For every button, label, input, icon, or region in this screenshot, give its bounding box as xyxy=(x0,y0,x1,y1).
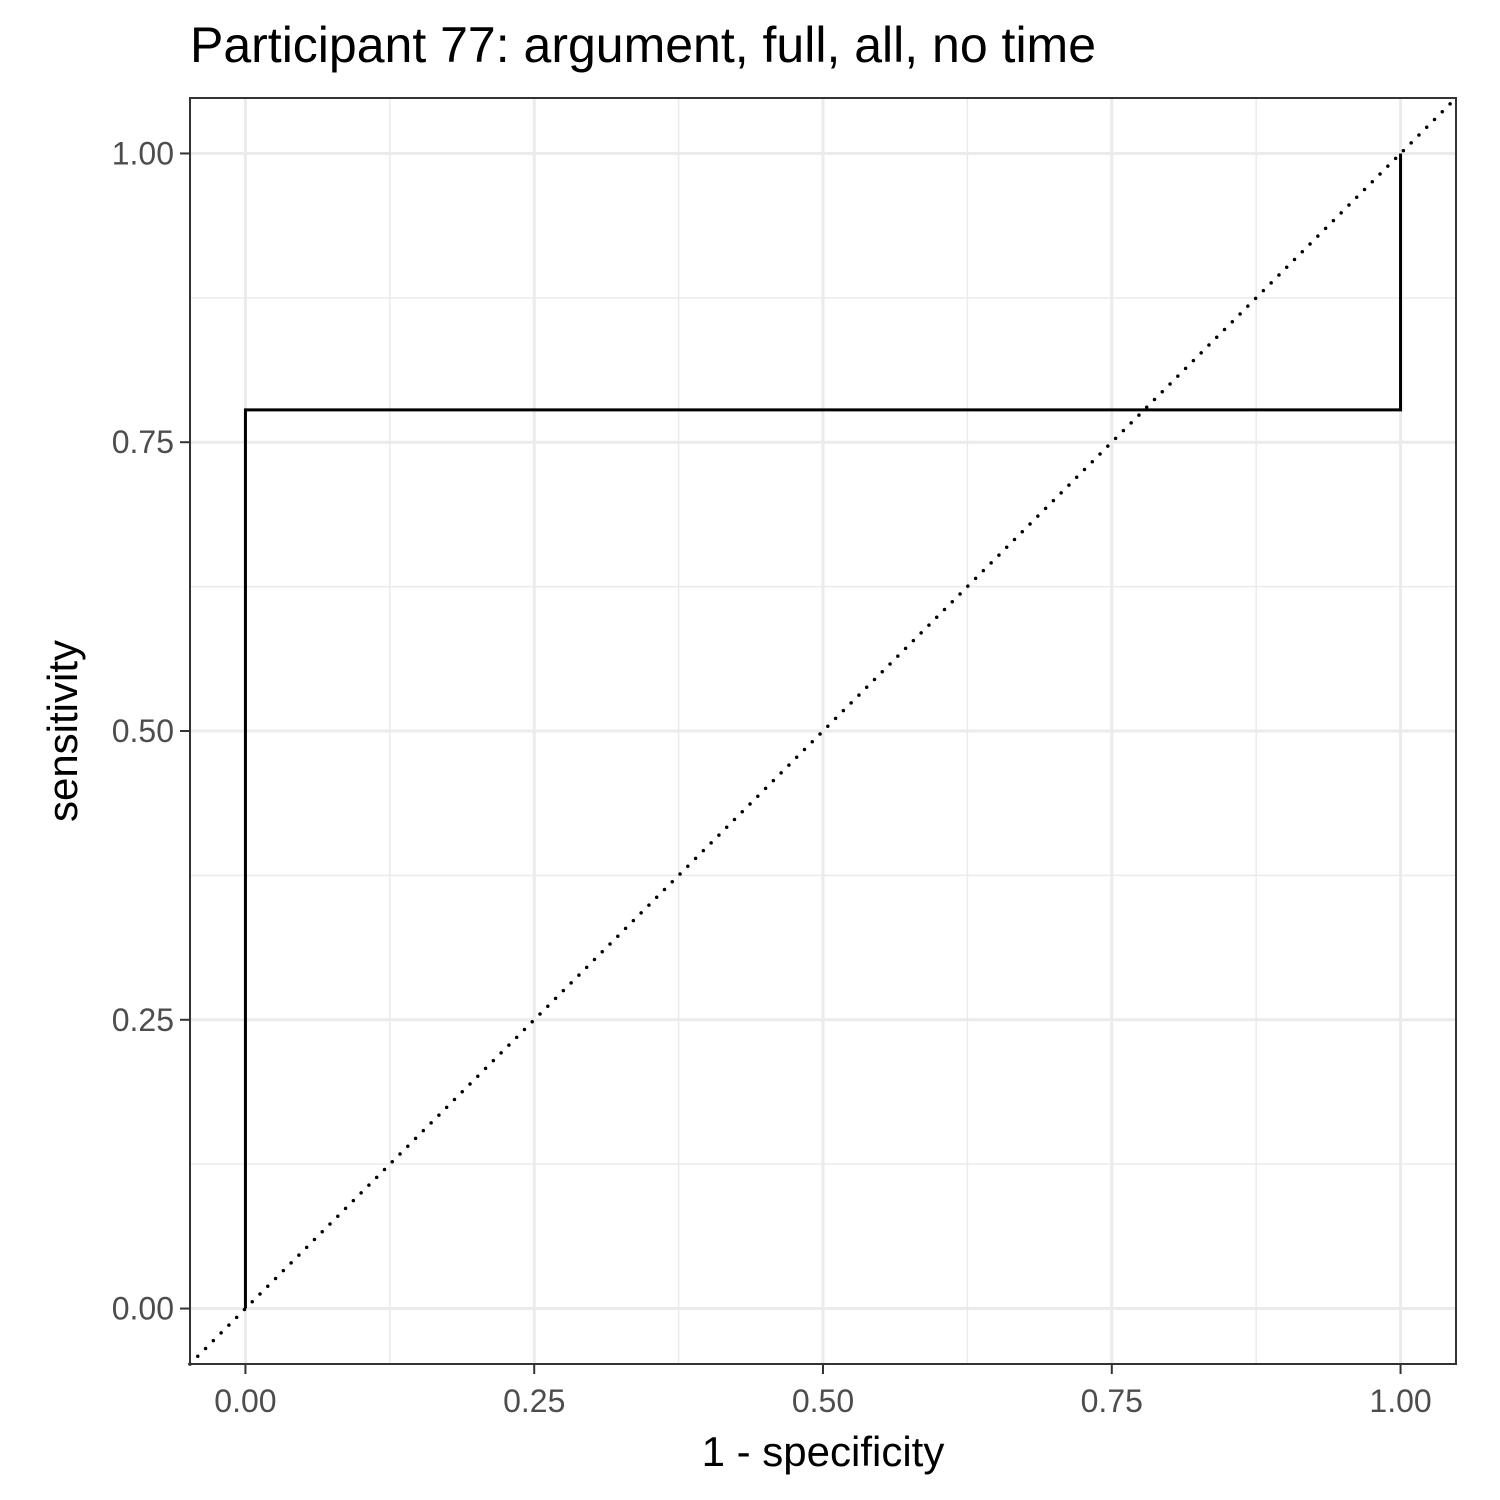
x-axis: 0.00 0.25 0.50 0.75 1.00 xyxy=(214,1364,1432,1419)
series-layer xyxy=(188,96,1458,1366)
x-tick-label: 0.75 xyxy=(1081,1383,1143,1419)
x-tick-label: 0.00 xyxy=(214,1383,276,1419)
y-axis-title: sensitivity xyxy=(39,640,86,822)
x-tick-label: 0.25 xyxy=(503,1383,565,1419)
x-tick-label: 0.50 xyxy=(792,1383,854,1419)
y-tick-label: 0.75 xyxy=(112,424,174,460)
y-tick-label: 0.00 xyxy=(112,1291,174,1327)
y-tick-label: 0.50 xyxy=(112,713,174,749)
major-gridlines xyxy=(190,98,1456,1364)
y-tick-label: 0.25 xyxy=(112,1002,174,1038)
chance-diagonal-line xyxy=(188,96,1458,1366)
roc-curve-line xyxy=(243,153,1403,1309)
chart-title: Participant 77: argument, full, all, no … xyxy=(190,17,1096,73)
y-tick-label: 1.00 xyxy=(112,135,174,171)
y-axis: 0.00 0.25 0.50 0.75 1.00 xyxy=(112,135,190,1327)
x-tick-label: 1.00 xyxy=(1369,1383,1431,1419)
x-axis-title: 1 - specificity xyxy=(702,1428,945,1475)
